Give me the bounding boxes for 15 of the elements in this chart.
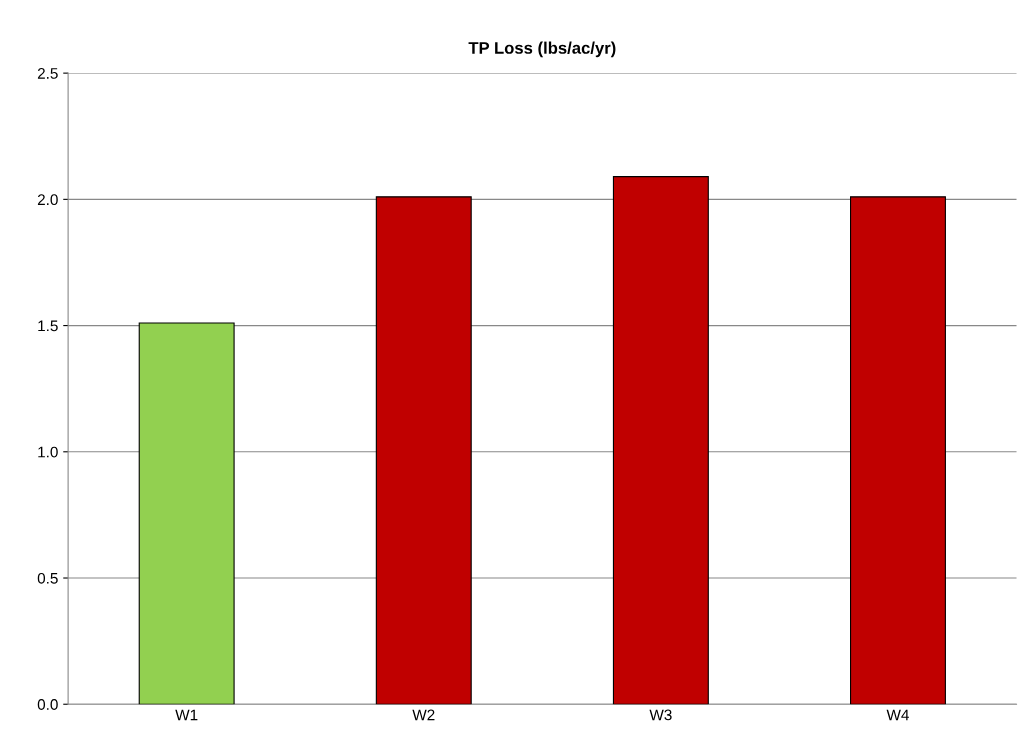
x-tick-label: W2 <box>412 709 435 721</box>
y-tick-label: 2.0 <box>37 194 58 206</box>
bar <box>849 196 946 705</box>
bar <box>138 322 235 705</box>
x-tick-label: W4 <box>886 709 909 721</box>
y-tick-label: 2.5 <box>37 68 58 79</box>
x-tick-label: W1 <box>175 709 198 721</box>
chart-title: TP Loss (lbs/ac/yr) <box>468 41 616 58</box>
y-tick-label: 1.5 <box>38 320 58 332</box>
bar <box>375 196 472 705</box>
bar <box>612 176 709 705</box>
y-tick-label: 0.0 <box>37 699 58 710</box>
y-tick-label: 0.5 <box>37 572 58 584</box>
y-tick-label: 1.0 <box>38 446 58 458</box>
x-tick-label: W3 <box>649 709 672 721</box>
